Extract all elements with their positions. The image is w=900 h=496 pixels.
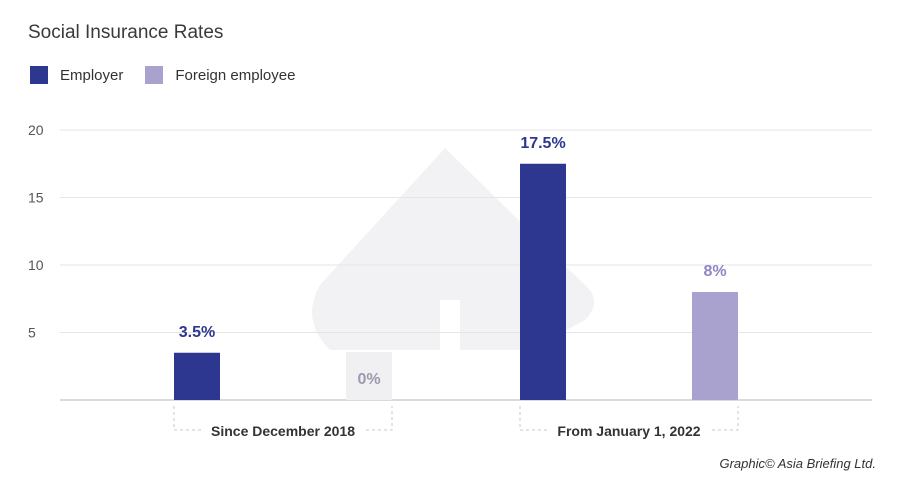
chart-legend: Employer Foreign employee <box>30 66 317 84</box>
category-label-1: From January 1, 2022 <box>557 423 700 439</box>
category-label-bg-1 <box>549 422 709 440</box>
data-label-1-1: 8% <box>703 263 726 280</box>
bar-1-1 <box>692 292 738 400</box>
legend-swatch-foreign-employee <box>145 66 164 84</box>
bar-0-1 <box>520 163 566 400</box>
y-tick-label-10: 10 <box>28 257 44 273</box>
category-label-bg-0 <box>203 422 363 440</box>
legend-label-foreign-employee: Foreign employee <box>175 66 296 84</box>
bars <box>174 163 738 400</box>
credit-text: Graphic© Asia Briefing Ltd. <box>719 456 876 471</box>
chart-title: Social Insurance Rates <box>28 22 224 43</box>
legend-swatch-employer <box>30 66 48 84</box>
data-label-1-0: 0% <box>357 371 380 388</box>
y-axis-ticks: 5 10 15 20 <box>28 122 44 341</box>
data-label-0-1: 17.5% <box>520 135 565 152</box>
data-label-0-0: 3.5% <box>179 324 215 341</box>
data-labels: 3.5% 0% 17.5% 8% <box>179 135 727 388</box>
y-tick-label-15: 15 <box>28 190 44 206</box>
y-tick-label-5: 5 <box>28 325 36 341</box>
category-labels: Since December 2018 From January 1, 2022 <box>173 406 739 440</box>
legend-item-employer: Employer <box>30 66 123 84</box>
bar-0-0 <box>174 352 220 400</box>
category-label-0: Since December 2018 <box>211 423 355 439</box>
legend-label-employer: Employer <box>60 66 124 84</box>
y-tick-label-20: 20 <box>28 122 44 138</box>
bar-placeholder-1-0 <box>346 352 392 400</box>
legend-item-foreign-employee: Foreign employee <box>145 66 295 84</box>
